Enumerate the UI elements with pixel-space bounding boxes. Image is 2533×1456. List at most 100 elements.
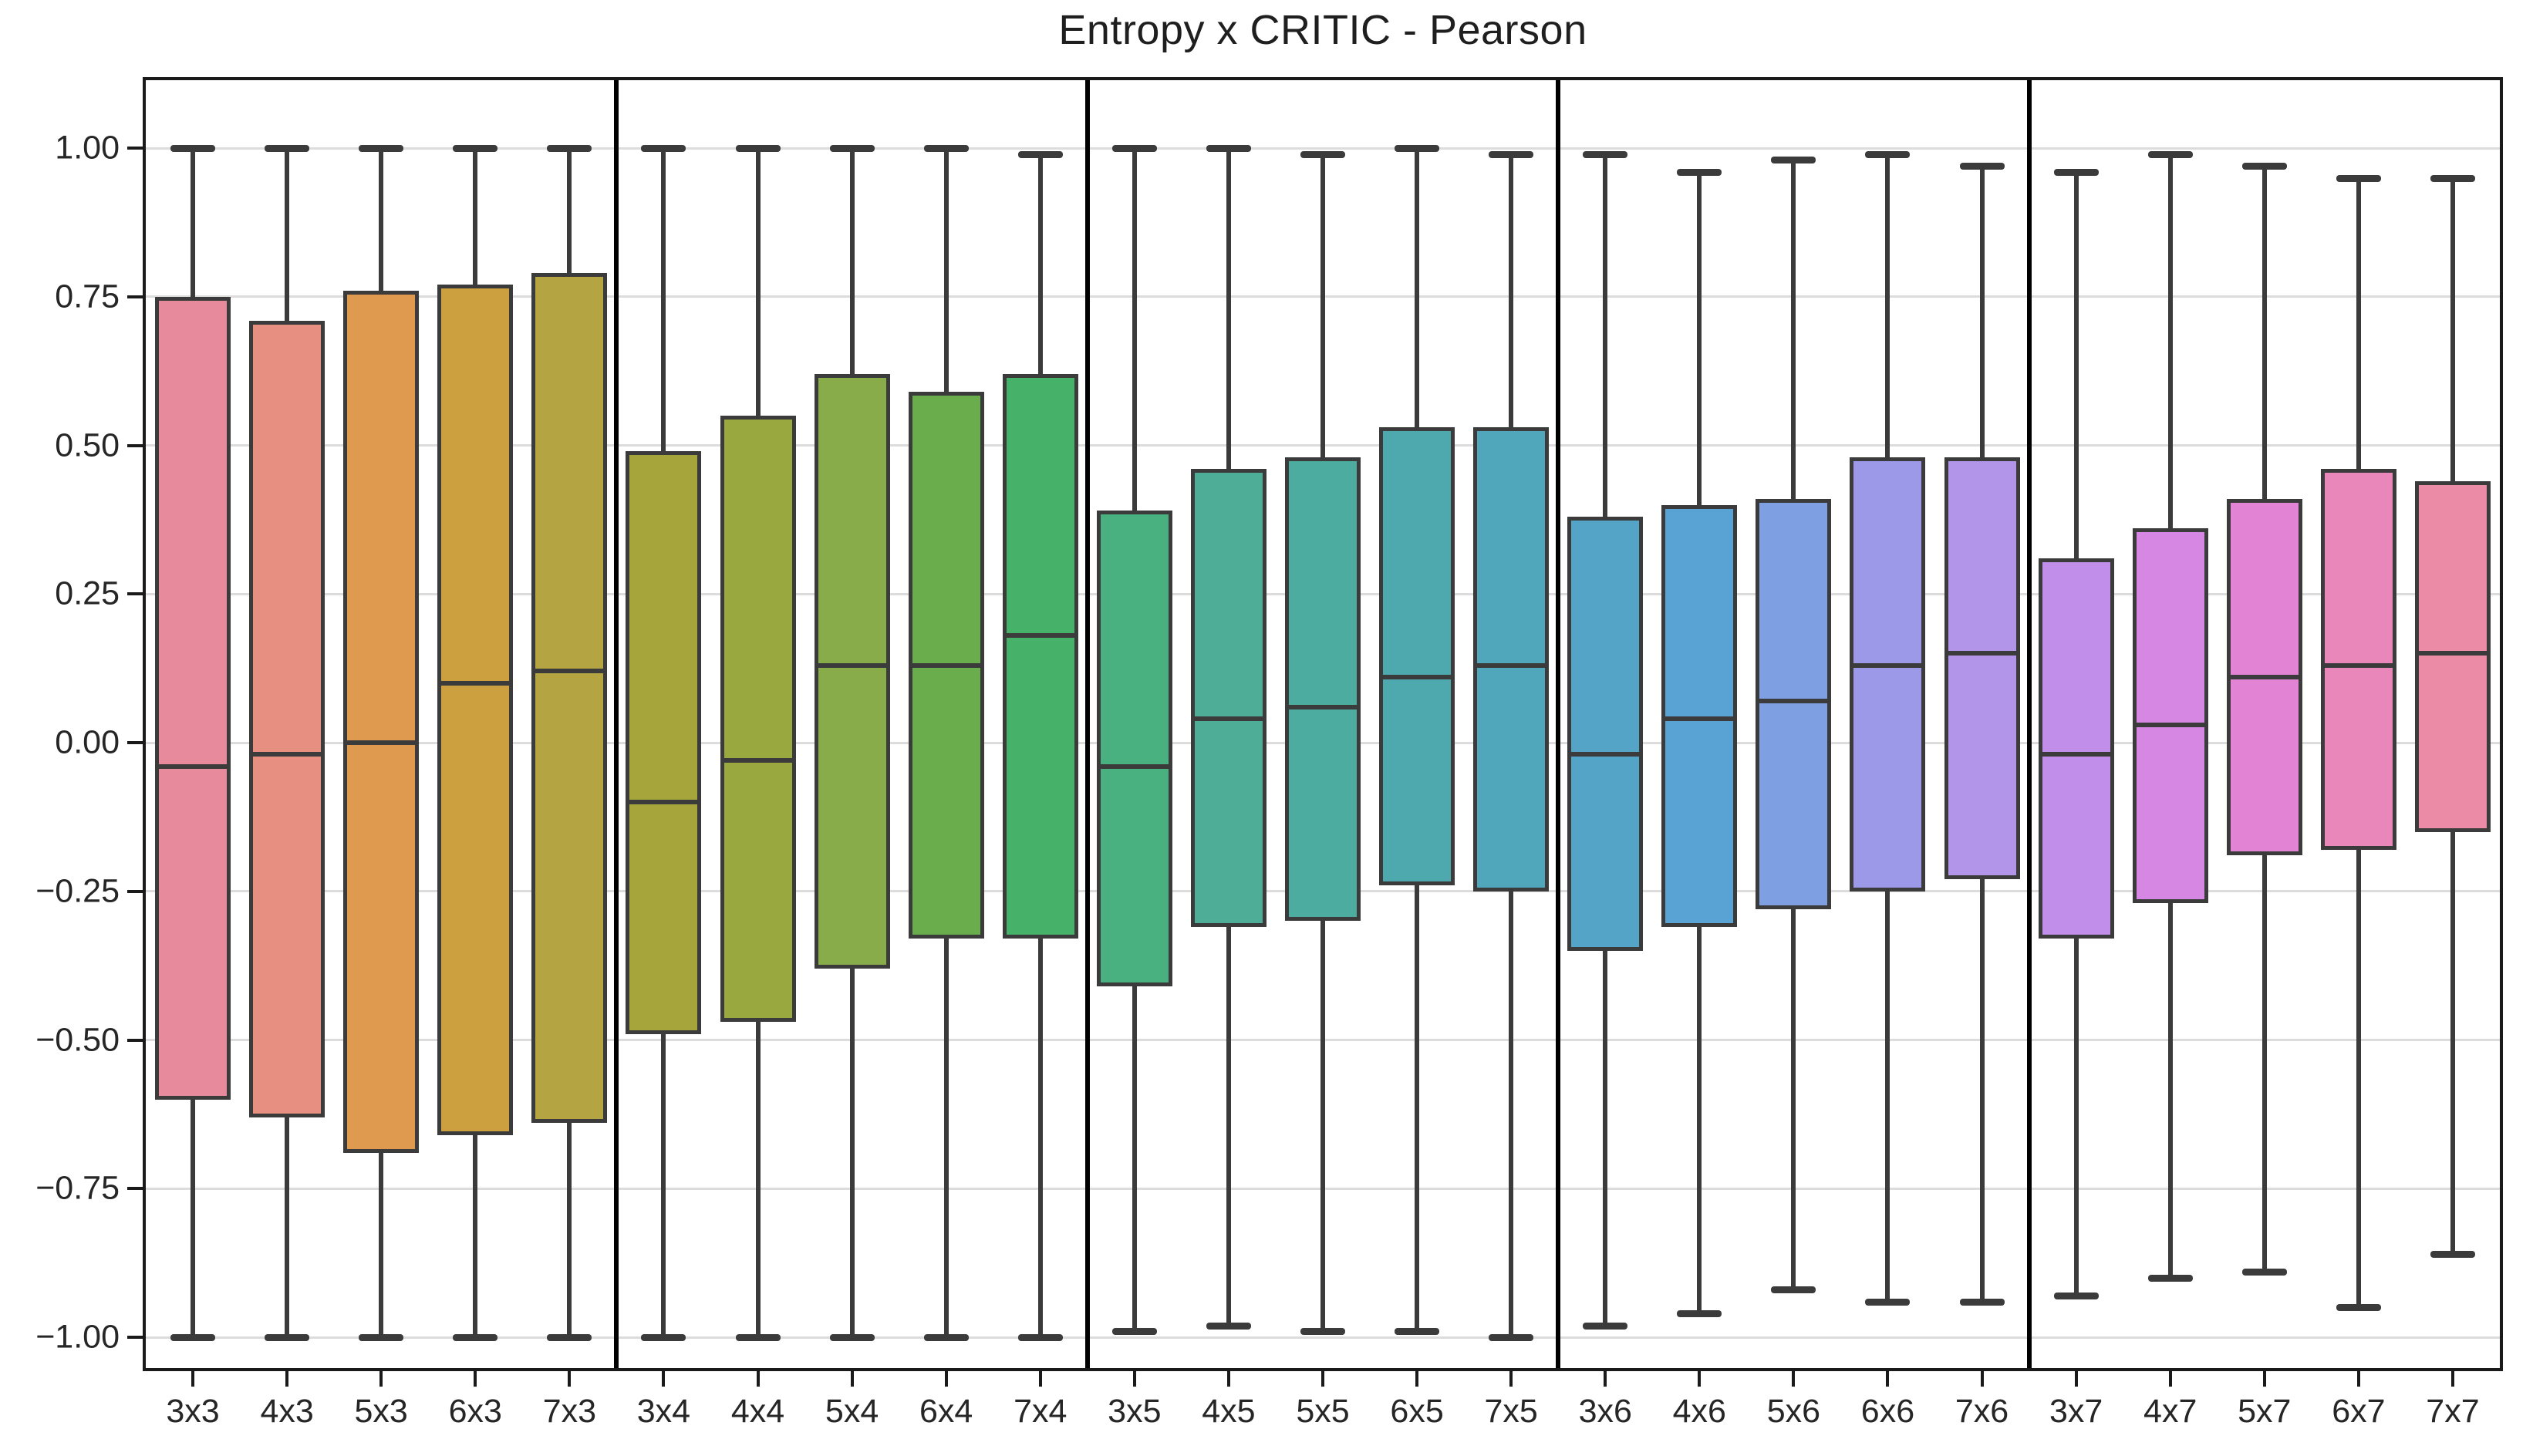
median-5x4 <box>814 662 890 668</box>
group-separator <box>614 80 619 1368</box>
median-7x5 <box>1473 662 1550 668</box>
whisker-cap-top-6x7 <box>2336 174 2381 182</box>
y-tick <box>127 741 146 744</box>
whisker-lower-6x3 <box>473 1134 478 1337</box>
x-tick <box>1038 1368 1042 1387</box>
median-3x5 <box>1096 763 1172 769</box>
x-tick-label-3x5: 3x5 <box>1108 1393 1162 1430</box>
whisker-lower-4x7 <box>2167 903 2173 1278</box>
y-tick <box>127 295 146 298</box>
whisker-cap-bottom-3x6 <box>1583 1322 1628 1330</box>
whisker-lower-6x7 <box>2356 849 2361 1308</box>
x-tick <box>379 1368 383 1387</box>
whisker-cap-bottom-4x5 <box>1206 1322 1251 1330</box>
box-3x5 <box>1096 511 1172 987</box>
x-tick-label-7x5: 7x5 <box>1484 1393 1538 1430</box>
whisker-cap-top-6x5 <box>1395 145 1440 152</box>
box-7x3 <box>531 272 608 1124</box>
whisker-upper-5x5 <box>1320 153 1325 457</box>
box-7x5 <box>1473 427 1550 891</box>
y-tick <box>127 1187 146 1191</box>
x-tick-label-3x4: 3x4 <box>636 1393 691 1430</box>
x-tick-label-4x6: 4x6 <box>1672 1393 1726 1430</box>
y-tick-label: 0.75 <box>55 278 120 315</box>
whisker-upper-7x5 <box>1509 153 1514 428</box>
whisker-upper-5x7 <box>2261 166 2267 499</box>
x-tick-label-4x3: 4x3 <box>260 1393 314 1430</box>
whisker-lower-6x4 <box>943 939 949 1337</box>
y-tick-label: −0.50 <box>35 1021 120 1058</box>
box-3x4 <box>626 451 702 1034</box>
whisker-lower-5x7 <box>2261 855 2267 1272</box>
whisker-lower-6x6 <box>1885 891 1890 1302</box>
x-tick-label-5x3: 5x3 <box>354 1393 408 1430</box>
whisker-cap-top-3x5 <box>1111 145 1157 152</box>
median-6x4 <box>908 662 984 668</box>
x-tick <box>850 1368 854 1387</box>
y-tick-label: 1.00 <box>55 129 120 167</box>
x-tick-label-6x6: 6x6 <box>1860 1393 1915 1430</box>
whisker-upper-7x6 <box>1979 166 1985 457</box>
y-tick <box>127 1038 146 1042</box>
median-5x5 <box>1285 704 1361 709</box>
whisker-cap-top-7x7 <box>2430 174 2475 182</box>
whisker-cap-bottom-5x7 <box>2241 1269 2287 1276</box>
y-tick <box>127 443 146 447</box>
x-tick <box>1132 1368 1136 1387</box>
whisker-cap-top-4x5 <box>1206 145 1251 152</box>
x-tick-label-3x3: 3x3 <box>166 1393 220 1430</box>
box-5x3 <box>343 291 420 1153</box>
median-7x6 <box>1944 651 2020 656</box>
box-5x5 <box>1285 457 1361 922</box>
whisker-lower-7x7 <box>2450 831 2455 1255</box>
whisker-upper-3x7 <box>2073 171 2079 558</box>
whisker-lower-6x5 <box>1415 885 1420 1332</box>
whisker-cap-top-5x4 <box>829 145 875 152</box>
x-tick <box>474 1368 477 1387</box>
x-tick <box>944 1368 948 1387</box>
whisker-cap-top-4x4 <box>735 145 781 152</box>
whisker-cap-bottom-6x3 <box>453 1334 498 1341</box>
whisker-cap-bottom-3x5 <box>1111 1328 1157 1336</box>
x-tick <box>191 1368 195 1387</box>
box-3x7 <box>2038 558 2114 939</box>
box-3x6 <box>1567 517 1644 951</box>
whisker-cap-top-4x6 <box>1677 168 1722 176</box>
x-tick-label-3x6: 3x6 <box>1578 1393 1632 1430</box>
x-tick <box>1226 1368 1230 1387</box>
whisker-upper-7x3 <box>567 148 572 273</box>
box-5x4 <box>814 373 890 969</box>
y-tick-label: 0.50 <box>55 426 120 463</box>
whisker-lower-7x5 <box>1509 891 1514 1337</box>
box-7x7 <box>2414 480 2491 832</box>
whisker-cap-top-3x6 <box>1583 150 1628 158</box>
whisker-cap-bottom-7x7 <box>2430 1251 2475 1259</box>
group-separator <box>1084 80 1090 1368</box>
median-7x7 <box>2414 651 2491 656</box>
whisker-cap-top-7x5 <box>1489 150 1534 158</box>
whisker-upper-4x5 <box>1226 148 1231 470</box>
box-7x4 <box>1002 373 1078 939</box>
whisker-cap-bottom-3x7 <box>2053 1293 2099 1300</box>
whisker-cap-bottom-4x7 <box>2147 1274 2193 1282</box>
x-tick-label-7x7: 7x7 <box>2426 1393 2480 1430</box>
box-4x6 <box>1661 504 1738 927</box>
whisker-upper-6x4 <box>943 148 949 393</box>
whisker-lower-3x6 <box>1603 950 1608 1326</box>
whisker-upper-4x3 <box>285 148 290 321</box>
x-tick-label-3x7: 3x7 <box>2049 1393 2103 1430</box>
x-tick <box>285 1368 289 1387</box>
x-tick <box>1886 1368 1890 1387</box>
whisker-cap-top-4x7 <box>2147 150 2193 158</box>
whisker-lower-7x4 <box>1037 939 1043 1337</box>
whisker-cap-top-5x6 <box>1771 157 1816 164</box>
whisker-upper-5x3 <box>379 148 384 292</box>
x-tick-label-6x3: 6x3 <box>448 1393 502 1430</box>
whisker-lower-4x5 <box>1226 927 1231 1326</box>
whisker-upper-6x3 <box>473 148 478 285</box>
x-tick <box>1321 1368 1324 1387</box>
x-tick-label-5x7: 5x7 <box>2238 1393 2292 1430</box>
whisker-cap-bottom-6x6 <box>1865 1298 1911 1306</box>
y-tick <box>127 889 146 893</box>
y-tick-label: 0.25 <box>55 575 120 612</box>
